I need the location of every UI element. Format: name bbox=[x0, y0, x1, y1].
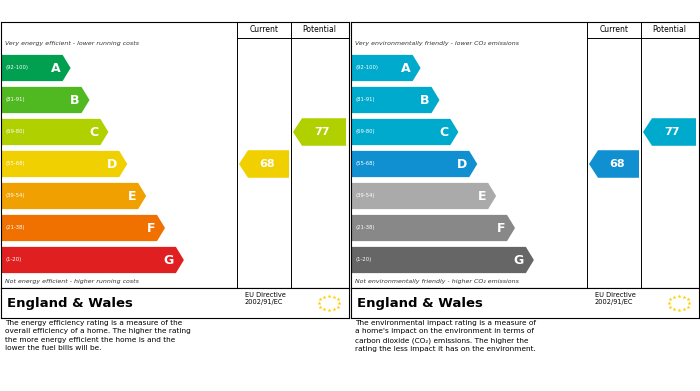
Text: 68: 68 bbox=[259, 159, 274, 169]
Polygon shape bbox=[1, 55, 71, 81]
Text: Not energy efficient - higher running costs: Not energy efficient - higher running co… bbox=[5, 280, 139, 285]
Text: Current: Current bbox=[599, 25, 629, 34]
Text: (69-80): (69-80) bbox=[5, 129, 24, 135]
Text: England & Wales: England & Wales bbox=[357, 296, 483, 310]
Text: Current: Current bbox=[249, 25, 279, 34]
Text: D: D bbox=[107, 158, 118, 170]
Polygon shape bbox=[351, 215, 515, 241]
Polygon shape bbox=[351, 55, 421, 81]
Polygon shape bbox=[643, 118, 696, 146]
Text: The environmental impact rating is a measure of
a home's impact on the environme: The environmental impact rating is a mea… bbox=[355, 320, 536, 352]
Text: England & Wales: England & Wales bbox=[7, 296, 133, 310]
Text: Very environmentally friendly - lower CO₂ emissions: Very environmentally friendly - lower CO… bbox=[355, 41, 519, 46]
Text: Energy Efficiency Rating: Energy Efficiency Rating bbox=[7, 5, 169, 18]
Text: (21-38): (21-38) bbox=[355, 226, 374, 231]
Text: A: A bbox=[401, 61, 411, 75]
Text: (55-68): (55-68) bbox=[5, 161, 24, 167]
Text: (39-54): (39-54) bbox=[355, 194, 374, 199]
Polygon shape bbox=[589, 150, 639, 178]
Text: EU Directive
2002/91/EC: EU Directive 2002/91/EC bbox=[594, 292, 636, 305]
Text: Not environmentally friendly - higher CO₂ emissions: Not environmentally friendly - higher CO… bbox=[355, 280, 519, 285]
Text: B: B bbox=[70, 93, 80, 106]
Text: F: F bbox=[496, 221, 505, 235]
Polygon shape bbox=[1, 87, 90, 113]
Polygon shape bbox=[351, 183, 496, 209]
Polygon shape bbox=[351, 87, 440, 113]
Text: C: C bbox=[90, 126, 99, 138]
Text: C: C bbox=[440, 126, 449, 138]
Text: 77: 77 bbox=[664, 127, 680, 137]
Polygon shape bbox=[1, 151, 127, 177]
Text: Potential: Potential bbox=[302, 25, 337, 34]
Text: D: D bbox=[457, 158, 468, 170]
Text: 68: 68 bbox=[609, 159, 624, 169]
Text: B: B bbox=[420, 93, 430, 106]
Text: Very energy efficient - lower running costs: Very energy efficient - lower running co… bbox=[5, 41, 139, 46]
Text: A: A bbox=[51, 61, 61, 75]
Text: (1-20): (1-20) bbox=[5, 258, 21, 262]
Polygon shape bbox=[1, 247, 184, 273]
Text: 77: 77 bbox=[314, 127, 330, 137]
Text: (55-68): (55-68) bbox=[355, 161, 374, 167]
Polygon shape bbox=[239, 150, 289, 178]
Text: E: E bbox=[127, 190, 136, 203]
Text: (92-100): (92-100) bbox=[355, 66, 378, 70]
Text: (92-100): (92-100) bbox=[5, 66, 28, 70]
Polygon shape bbox=[351, 119, 458, 145]
Text: (39-54): (39-54) bbox=[5, 194, 24, 199]
Text: (81-91): (81-91) bbox=[355, 97, 374, 102]
Text: Environmental Impact (CO₂) Rating: Environmental Impact (CO₂) Rating bbox=[357, 5, 589, 18]
Text: (1-20): (1-20) bbox=[355, 258, 371, 262]
Text: (69-80): (69-80) bbox=[355, 129, 374, 135]
Polygon shape bbox=[351, 247, 534, 273]
Polygon shape bbox=[293, 118, 346, 146]
Text: (21-38): (21-38) bbox=[5, 226, 24, 231]
Text: G: G bbox=[514, 253, 524, 267]
Polygon shape bbox=[1, 119, 108, 145]
Text: (81-91): (81-91) bbox=[5, 97, 24, 102]
Text: F: F bbox=[146, 221, 155, 235]
Text: G: G bbox=[164, 253, 174, 267]
Text: Potential: Potential bbox=[652, 25, 687, 34]
Polygon shape bbox=[1, 215, 165, 241]
Polygon shape bbox=[351, 151, 477, 177]
Text: E: E bbox=[477, 190, 486, 203]
Text: The energy efficiency rating is a measure of the
overall efficiency of a home. T: The energy efficiency rating is a measur… bbox=[5, 320, 190, 352]
Polygon shape bbox=[1, 183, 146, 209]
Text: EU Directive
2002/91/EC: EU Directive 2002/91/EC bbox=[244, 292, 286, 305]
